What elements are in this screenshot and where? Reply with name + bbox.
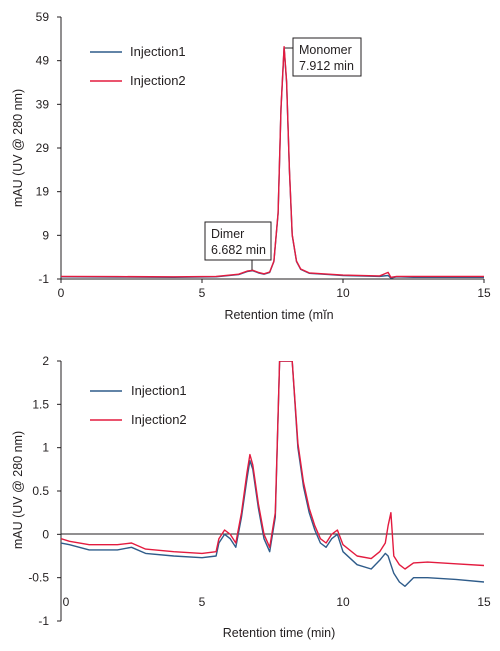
annotation-box <box>292 37 362 77</box>
y-tick-label: 9 <box>42 228 49 242</box>
x-tick-label: 10 <box>336 595 350 609</box>
legend-label: Injection1 <box>131 383 187 398</box>
y-tick-label: 59 <box>36 10 50 24</box>
y-tick-label: 0.5 <box>32 484 49 498</box>
y-tick-label: 1.5 <box>32 397 49 411</box>
annotation-peak-name: Dimer <box>211 227 244 241</box>
y-tick-label: -1 <box>38 614 49 628</box>
legend-label: Injection2 <box>131 412 187 427</box>
y-axis-title: mAU (UV @ 280 nm) <box>11 431 25 549</box>
y-tick-label: -1 <box>38 272 49 286</box>
y-tick-label: 29 <box>36 141 50 155</box>
x-axis-title: Retention time (min) <box>223 626 336 640</box>
series-line-1 <box>61 46 484 279</box>
annotation-retention-time: 7.912 min <box>299 59 354 73</box>
x-tick-label: 15 <box>477 286 491 300</box>
annotation-box <box>204 221 272 261</box>
y-tick-label: 49 <box>36 54 50 68</box>
annotation-retention-time: 6.682 min <box>211 243 266 257</box>
x-tick-label: 10 <box>336 286 350 300</box>
annotation-peak-name: Monomer <box>299 43 352 57</box>
y-tick-label: 2 <box>42 354 49 368</box>
y-axis-title: mAU (UV @ 280 nm) <box>11 89 25 207</box>
x-tick-label: 0 <box>63 595 70 609</box>
x-tick-label: 0 <box>58 286 65 300</box>
legend-label: Injection2 <box>130 73 186 88</box>
series-line-2 <box>61 361 484 570</box>
series-line-2 <box>61 46 484 278</box>
y-tick-label: 0 <box>42 527 49 541</box>
legend-label: Injection1 <box>130 44 186 59</box>
x-tick-label: 5 <box>199 286 206 300</box>
y-tick-label: 39 <box>36 97 50 111</box>
chart-2: 2 1.5 1 0.5 0 -0.5 -1 0 5 10 15 Retention time (min… <box>11 354 491 640</box>
x-axis-title: Retention time (mĭn <box>224 308 333 322</box>
x-tick-label: 5 <box>199 595 206 609</box>
y-tick-label: 19 <box>36 185 50 199</box>
y-tick-label: 1 <box>42 441 49 455</box>
series-line-1 <box>61 361 484 587</box>
x-tick-label: 15 <box>477 595 491 609</box>
y-tick-label: -0.5 <box>28 571 49 585</box>
chart-1: 59 49 39 29 19 9 -1 0 5 10 15 Retention time (mĭn m… <box>11 10 491 322</box>
